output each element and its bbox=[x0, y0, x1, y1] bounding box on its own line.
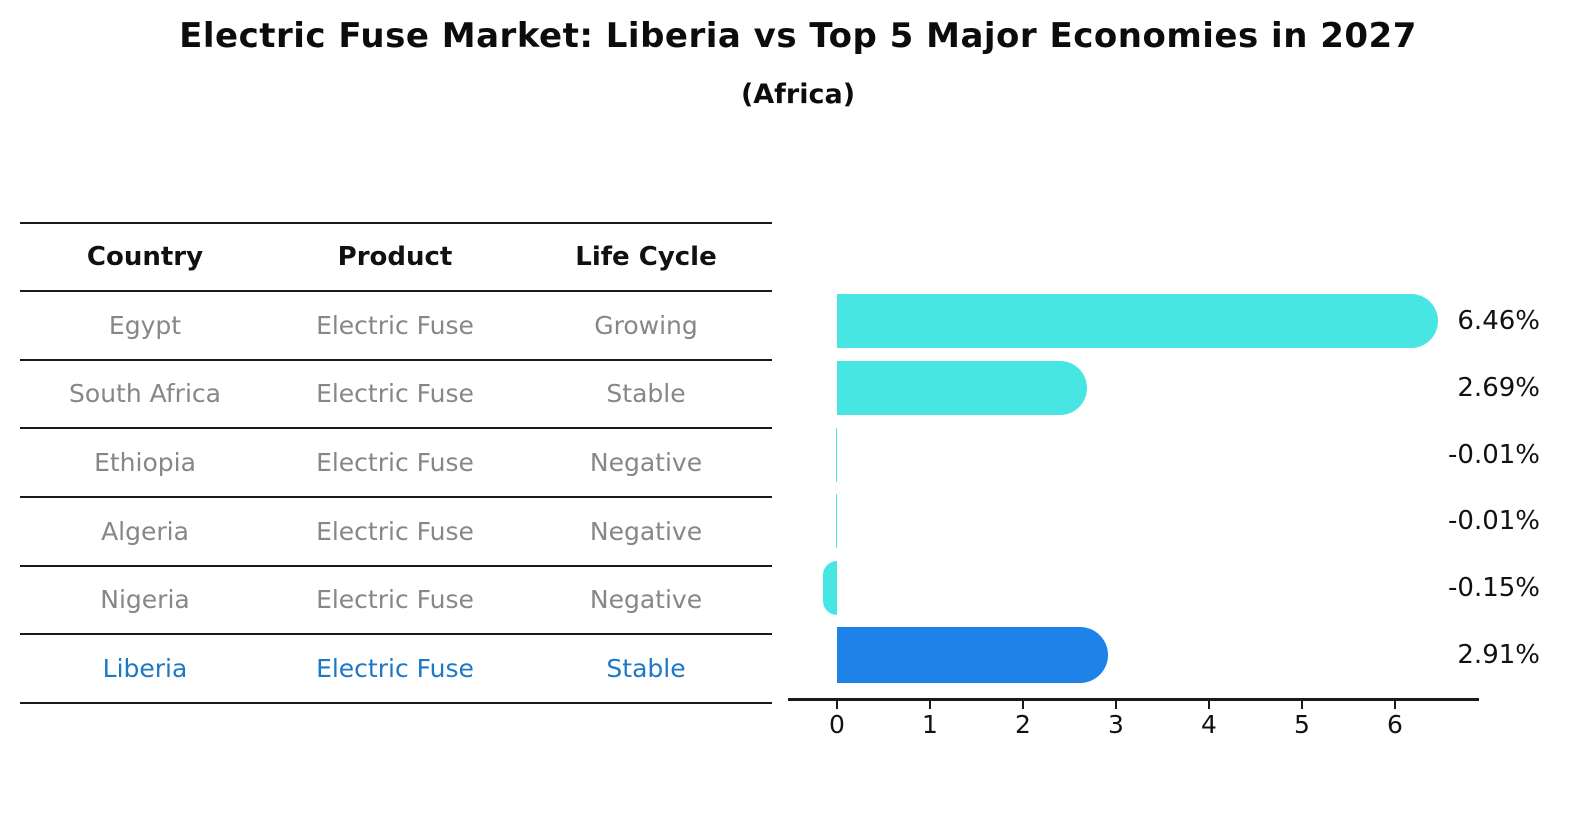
cell-product: Electric Fuse bbox=[316, 310, 474, 340]
table-row: Algeria Electric Fuse Negative bbox=[20, 495, 772, 565]
bar-south-africa bbox=[837, 361, 1088, 415]
chart-title: Electric Fuse Market: Liberia vs Top 5 M… bbox=[179, 16, 1417, 56]
x-tick-mark bbox=[929, 700, 931, 709]
table-header-row: Country Product Life Cycle bbox=[20, 222, 772, 290]
cell-country: Algeria bbox=[101, 516, 189, 546]
comparison-table: Country Product Life Cycle Egypt Electri… bbox=[20, 222, 772, 704]
cell-product: Electric Fuse bbox=[316, 585, 474, 615]
value-label: -0.01% bbox=[1448, 506, 1540, 537]
value-label: -0.01% bbox=[1448, 439, 1540, 470]
value-label: -0.15% bbox=[1448, 573, 1540, 603]
x-tick-mark bbox=[836, 700, 838, 709]
bar-liberia bbox=[837, 626, 1108, 683]
cell-product: Electric Fuse bbox=[316, 516, 474, 546]
table-row-highlighted: Liberia Electric Fuse Stable bbox=[20, 633, 772, 702]
cell-life-cycle: Stable bbox=[606, 654, 686, 684]
header-product: Product bbox=[337, 242, 453, 272]
cell-country: South Africa bbox=[69, 379, 221, 409]
chart-subtitle: (Africa) bbox=[740, 79, 856, 110]
cell-life-cycle: Negative bbox=[589, 585, 703, 615]
bar-algeria bbox=[835, 494, 837, 549]
x-tick-label: 2 bbox=[1015, 710, 1031, 739]
cell-country: Egypt bbox=[108, 310, 182, 340]
cell-country: Ethiopia bbox=[94, 448, 196, 478]
x-tick-mark bbox=[1394, 700, 1396, 709]
bar-nigeria bbox=[823, 561, 837, 615]
bar-egypt bbox=[837, 294, 1438, 349]
cell-life-cycle: Growing bbox=[594, 310, 698, 340]
x-tick-mark bbox=[1022, 700, 1024, 709]
cell-product: Electric Fuse bbox=[316, 448, 474, 478]
value-label: 6.46% bbox=[1457, 306, 1540, 337]
x-tick-label: 0 bbox=[829, 710, 845, 739]
value-label: 2.69% bbox=[1457, 373, 1540, 403]
value-label: 2.91% bbox=[1457, 639, 1540, 670]
x-tick-label: 3 bbox=[1108, 710, 1124, 739]
header-life-cycle: Life Cycle bbox=[575, 242, 717, 272]
x-tick-label: 4 bbox=[1201, 710, 1217, 739]
x-tick-label: 1 bbox=[922, 710, 938, 739]
x-tick-label: 5 bbox=[1294, 710, 1310, 739]
x-tick-mark bbox=[1301, 700, 1303, 709]
table-row: Egypt Electric Fuse Growing bbox=[20, 290, 772, 359]
x-tick-label: 6 bbox=[1387, 710, 1403, 739]
header-country: Country bbox=[86, 242, 204, 272]
x-tick-mark bbox=[1115, 700, 1117, 709]
cell-product: Electric Fuse bbox=[316, 654, 474, 684]
x-tick-mark bbox=[1208, 700, 1210, 709]
cell-life-cycle: Negative bbox=[589, 516, 703, 546]
cell-country: Nigeria bbox=[100, 585, 190, 615]
table-row: Ethiopia Electric Fuse Negative bbox=[20, 427, 772, 496]
table-row: South Africa Electric Fuse Stable bbox=[20, 358, 772, 428]
cell-life-cycle: Negative bbox=[589, 448, 703, 478]
bar-ethiopia bbox=[835, 427, 837, 482]
x-axis-line bbox=[788, 698, 1479, 701]
cell-country: Liberia bbox=[102, 654, 188, 684]
cell-life-cycle: Stable bbox=[606, 379, 686, 409]
table-row: Nigeria Electric Fuse Negative bbox=[20, 564, 772, 634]
cell-product: Electric Fuse bbox=[316, 379, 474, 409]
